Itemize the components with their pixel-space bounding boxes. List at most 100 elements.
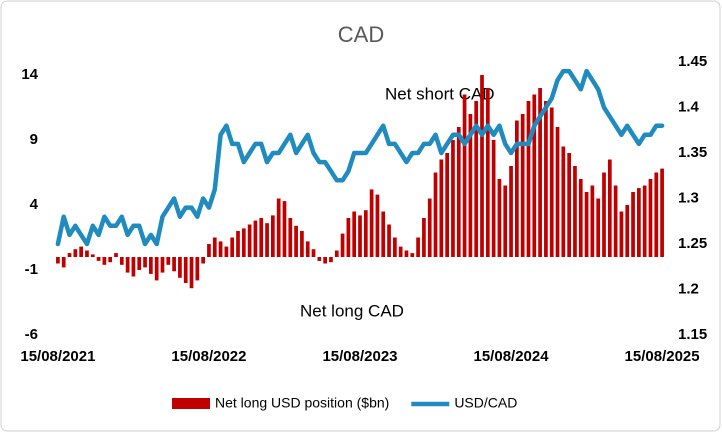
bar [90,254,95,257]
bar [137,257,142,270]
bar [544,101,548,257]
y2-tick-label: 1.45 [678,53,707,70]
bar [189,257,194,289]
bar [485,88,490,257]
bar [451,140,455,257]
bar [358,215,362,257]
bar [346,218,351,257]
bar [538,88,542,257]
bar [456,127,461,257]
legend-swatch [172,398,210,409]
bar [270,215,275,257]
bar [241,228,246,257]
bar [422,218,426,257]
bar [108,257,113,263]
y-tick-label: -6 [25,326,38,343]
bar [73,249,78,257]
bar [154,257,159,281]
bar [265,223,269,257]
bar [625,205,630,257]
bar [85,250,89,257]
bar [416,237,420,257]
bar [323,257,328,264]
y-tick-label: 4 [30,196,39,213]
bar [578,179,583,257]
bar [392,237,397,257]
y-tick-label: 14 [21,66,38,83]
bar [236,231,240,257]
bar [607,159,612,257]
x-tick-label: 15/08/2022 [171,348,246,365]
y-tick-label: -1 [25,261,38,278]
bar [172,257,176,272]
bar [520,114,525,257]
bar [398,246,403,257]
bar [131,257,136,277]
bar [102,257,107,265]
x-tick-label: 15/08/2023 [322,348,397,365]
bar [207,244,211,257]
bar [305,241,310,257]
y2-tick-label: 1.25 [678,235,707,252]
bar [183,257,188,283]
bar [218,241,223,257]
bar [549,107,554,257]
bar [282,201,287,257]
bar [491,140,496,257]
y2-tick-label: 1.4 [678,98,700,115]
bar [514,120,519,257]
bar [381,211,386,257]
bar [387,224,391,257]
bar [294,225,298,257]
bar [230,237,235,257]
legend-label: USD/CAD [454,395,517,411]
bar [526,101,531,257]
bar [253,220,258,257]
y2-tick-label: 1.15 [678,326,707,343]
bar [636,188,641,257]
bar [660,168,664,257]
bar [317,257,322,261]
bar [561,146,566,257]
y2-tick-label: 1.2 [678,280,699,297]
bar [67,253,72,257]
bar [224,246,229,257]
chart-title: CAD [338,22,384,47]
bar [178,257,182,278]
bar [195,257,200,281]
bar [119,257,124,265]
bar [532,94,537,257]
bar [596,198,601,257]
bar [509,166,513,257]
bar [288,218,293,257]
x-tick-label: 15/08/2025 [625,348,700,365]
bar [410,253,415,257]
bar [631,192,635,257]
bar [468,114,473,257]
bar [648,179,653,257]
bar [555,127,560,257]
bar [375,194,380,257]
bar [340,233,345,257]
bar [404,250,409,257]
bar [300,231,304,257]
bar [439,159,444,257]
bar [584,192,589,257]
bar [276,198,281,257]
bar [160,257,165,273]
bar [433,172,438,257]
bar [79,246,84,257]
bar [445,153,450,257]
bar [247,224,252,257]
bar [497,179,502,257]
bar [474,101,479,257]
bar [166,257,171,265]
x-tick-label: 15/08/2024 [474,348,550,365]
bar [642,185,647,257]
bar [329,257,333,263]
bar [259,218,264,257]
bar [143,257,147,268]
bar [602,172,606,257]
line [55,68,665,247]
